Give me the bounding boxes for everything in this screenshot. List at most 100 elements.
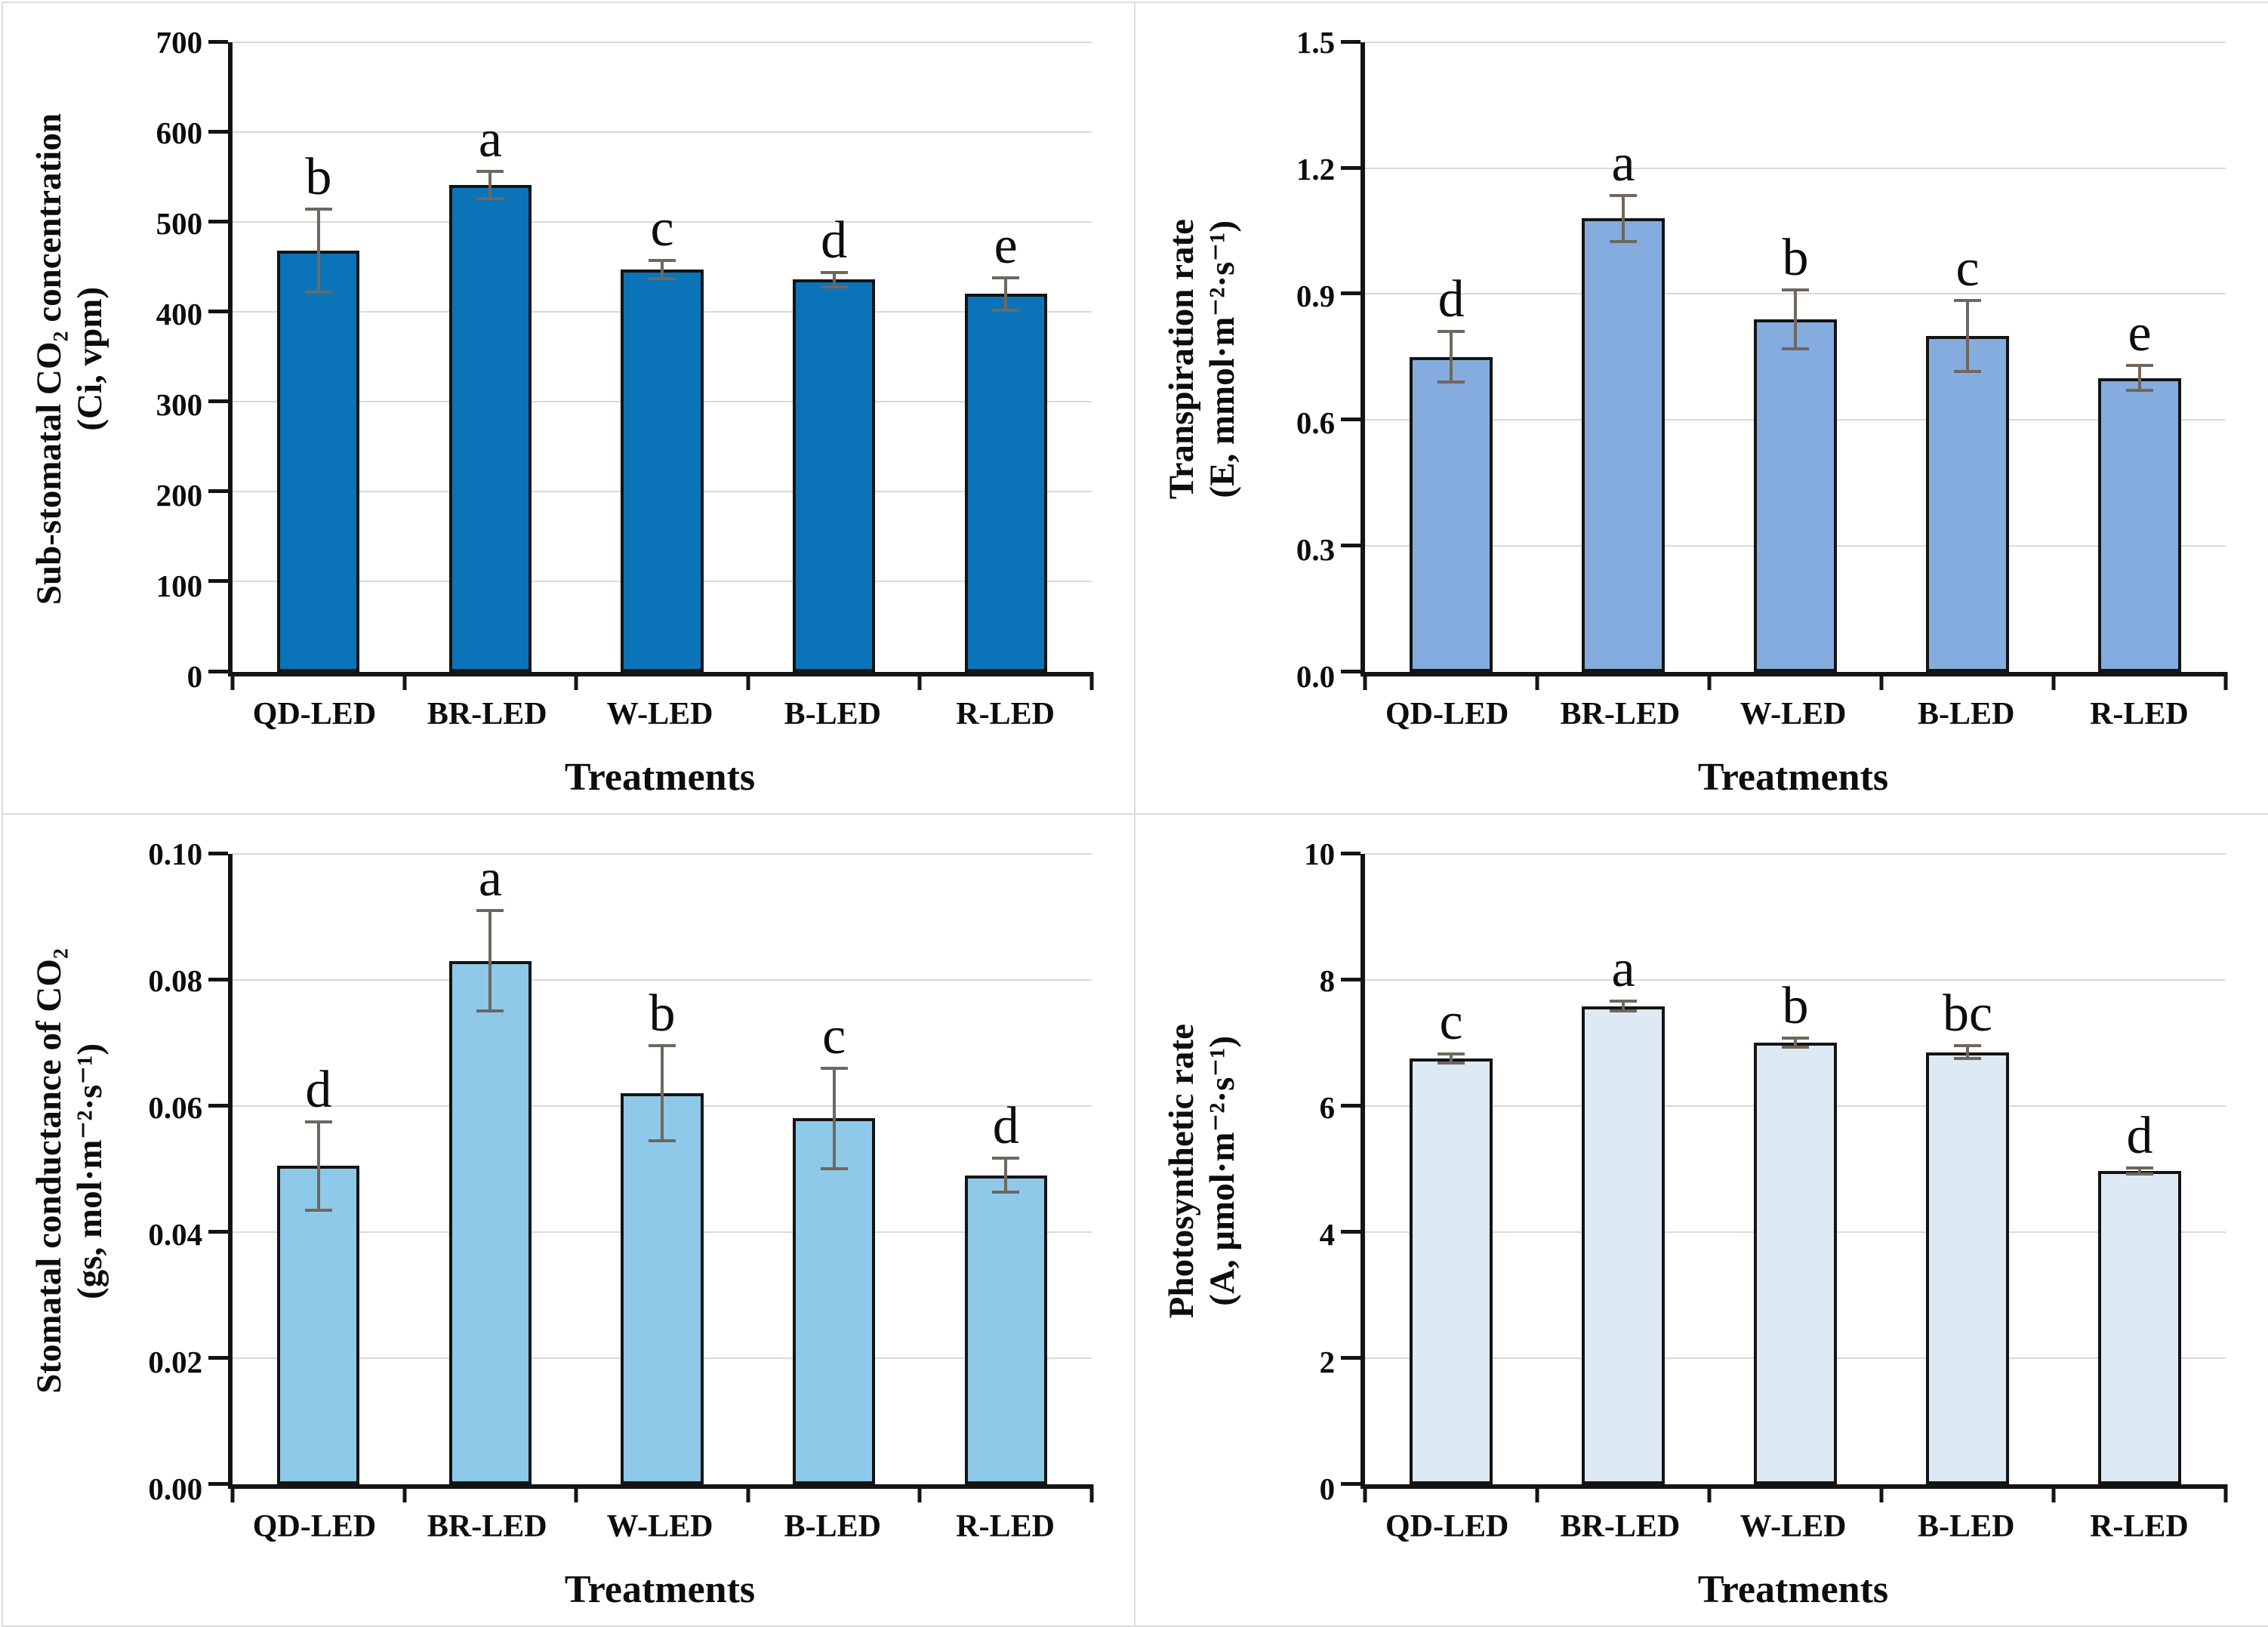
y-tick-mark xyxy=(208,1482,229,1486)
x-tick-mark xyxy=(402,671,407,690)
bar-R-LED xyxy=(2098,377,2181,672)
x-tick-mark xyxy=(2223,1484,2228,1502)
significance-letter: d xyxy=(1438,270,1465,329)
x-tick-mark xyxy=(1089,671,1094,690)
bar-BR-LED xyxy=(1582,1006,1665,1484)
bar-QD-LED xyxy=(1410,1058,1493,1484)
gridline xyxy=(1365,42,2226,43)
error-bar xyxy=(1794,289,1798,349)
y-axis-title-line2: (E, mmol·m⁻²·s⁻¹) xyxy=(1203,220,1243,498)
gridline xyxy=(1365,852,2226,855)
error-bar xyxy=(488,910,492,1012)
y-tick-label: 500 xyxy=(156,205,203,241)
x-tick-mark xyxy=(1535,671,1539,690)
y-tick-mark xyxy=(1341,291,1361,296)
error-bar-cap xyxy=(304,1208,332,1212)
x-tick-label-QD-LED: QD-LED xyxy=(1385,1509,1509,1544)
error-bar-cap xyxy=(476,197,504,201)
y-tick-mark xyxy=(1341,40,1361,44)
significance-letter: c xyxy=(1439,993,1463,1052)
y-tick-mark xyxy=(208,1103,229,1108)
y-axis-title-line1: Transpiration rate xyxy=(1162,219,1201,500)
error-bar xyxy=(488,171,492,199)
error-bar-cap xyxy=(1782,347,1810,350)
x-tick-label-R-LED: R-LED xyxy=(2090,696,2189,732)
y-tick-label: 0 xyxy=(186,658,203,694)
significance-letter: e xyxy=(2128,304,2152,362)
error-bar-cap xyxy=(1610,1000,1638,1003)
y-tick-mark xyxy=(208,851,229,855)
error-bar-cap xyxy=(476,170,504,174)
x-tick-mark xyxy=(2051,671,2056,690)
y-tick-mark xyxy=(208,669,229,673)
error-bar xyxy=(316,1121,320,1210)
y-axis-title: Stomatal conductance of CO₂ (gs, mol·m⁻²… xyxy=(29,854,115,1490)
x-tick-mark xyxy=(917,671,922,690)
error-bar-cap xyxy=(1438,330,1465,334)
gridline xyxy=(233,852,1092,855)
x-tick-mark xyxy=(1535,1484,1539,1502)
error-bar-cap xyxy=(649,259,676,263)
x-axis-title: Treatments xyxy=(564,1568,756,1611)
bar-W-LED xyxy=(1754,319,1837,672)
x-tick-label-W-LED: W-LED xyxy=(1740,696,1847,732)
y-axis-tick-labels: 0.0 0.3 0.6 0.9 1.2 1.5 xyxy=(1247,25,1360,694)
significance-letter: b xyxy=(305,148,332,207)
y-tick-label: 300 xyxy=(156,387,203,422)
x-tick-label-B-LED: B-LED xyxy=(1918,696,2015,732)
error-bar-cap xyxy=(1610,1009,1638,1013)
bar-R-LED xyxy=(2098,1170,2181,1484)
error-bar-cap xyxy=(992,1191,1020,1194)
y-tick-label: 1.2 xyxy=(1296,151,1336,186)
gridline xyxy=(233,131,1092,134)
x-tick-label-R-LED: R-LED xyxy=(956,1509,1055,1544)
y-tick-mark xyxy=(1341,1229,1361,1234)
panel-stomatal-conductance: Stomatal conductance of CO₂ (gs, mol·m⁻²… xyxy=(3,814,1136,1625)
error-bar-cap xyxy=(476,1009,504,1013)
y-tick-mark xyxy=(208,399,229,404)
x-tick-mark xyxy=(402,1484,407,1502)
error-bar-cap xyxy=(992,276,1020,279)
y-tick-label: 0.9 xyxy=(1296,278,1336,313)
error-bar-cap xyxy=(649,1044,676,1048)
y-tick-label: 0.6 xyxy=(1296,405,1336,440)
y-axis-tick-labels: 0 100 200 300 400 500 600 700 xyxy=(115,25,228,694)
y-tick-label: 0.10 xyxy=(148,836,203,871)
error-bar-cap xyxy=(1954,1044,1982,1048)
bar-BR-LED xyxy=(448,960,532,1484)
y-axis-title: Photosynthetic rate (A, μmol·m⁻²·s⁻¹) xyxy=(1161,854,1247,1490)
significance-letter: d xyxy=(305,1060,332,1119)
error-bar-cap xyxy=(2126,1166,2153,1169)
significance-letter: d xyxy=(2126,1106,2153,1165)
x-tick-mark xyxy=(1363,1484,1367,1502)
y-tick-label: 0.00 xyxy=(148,1471,203,1506)
y-axis-title-line2: (gs, mol·m⁻²·s⁻¹) xyxy=(70,1043,110,1299)
significance-letter: d xyxy=(821,211,848,270)
plot-area: d a b c e xyxy=(1341,40,2228,690)
gridline xyxy=(233,221,1092,223)
error-bar-cap xyxy=(820,1167,848,1171)
x-tick-label-BR-LED: BR-LED xyxy=(1560,1509,1681,1544)
y-axis-title-line1: Photosynthetic rate xyxy=(1162,1024,1201,1319)
bar-B-LED xyxy=(1926,335,2009,672)
y-tick-mark xyxy=(208,130,229,134)
bar-B-LED xyxy=(1926,1052,2009,1484)
x-tick-label-QD-LED: QD-LED xyxy=(252,696,377,732)
error-bar-cap xyxy=(476,908,504,912)
y-tick-label: 0.3 xyxy=(1296,532,1336,567)
significance-letter: c xyxy=(1955,239,1980,297)
bar-W-LED xyxy=(621,270,704,672)
x-axis-tick-labels: QD-LED BR-LED W-LED B-LED R-LED xyxy=(228,676,1092,735)
x-tick-label-R-LED: R-LED xyxy=(956,696,1055,732)
y-tick-label: 0.08 xyxy=(148,963,203,998)
gridline xyxy=(233,42,1092,43)
y-tick-mark xyxy=(208,1229,229,1234)
x-tick-label-W-LED: W-LED xyxy=(606,696,713,732)
x-tick-mark xyxy=(574,671,578,690)
error-bar xyxy=(2138,1167,2141,1174)
y-tick-mark xyxy=(208,310,229,314)
x-tick-label-QD-LED: QD-LED xyxy=(1385,696,1509,732)
x-tick-label-QD-LED: QD-LED xyxy=(252,1509,377,1544)
x-tick-mark xyxy=(1363,671,1367,690)
